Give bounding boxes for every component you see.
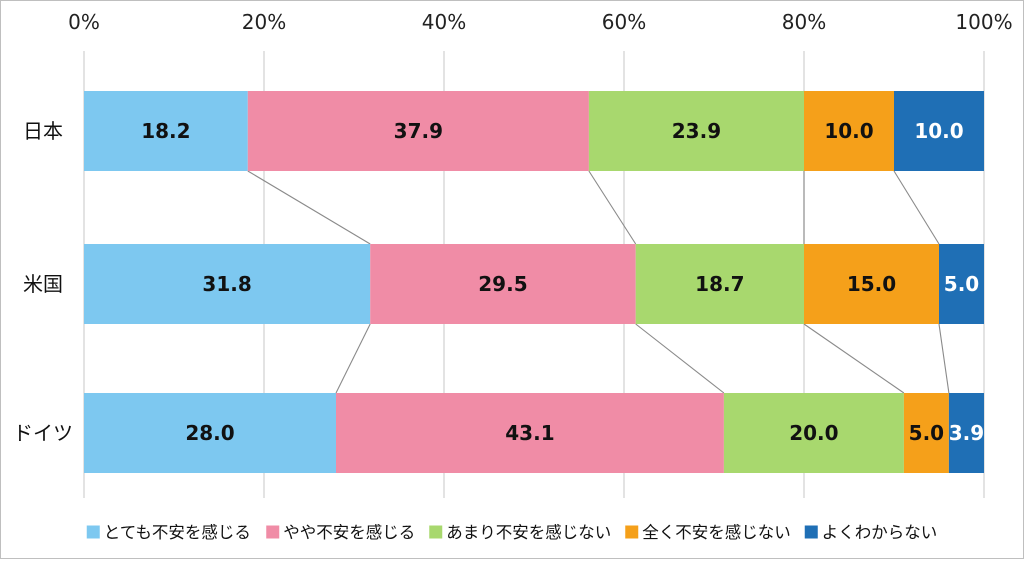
connector-line: [588, 170, 637, 245]
bar-segment: [588, 91, 804, 171]
category-label: ドイツ: [13, 421, 73, 445]
data-label: 23.9: [672, 119, 721, 143]
connector-line: [247, 170, 371, 245]
bar-segment: [247, 91, 589, 171]
bar-segment: [370, 244, 636, 324]
legend-swatch: [86, 525, 100, 539]
x-tick-label: 0%: [68, 10, 100, 34]
x-tick-label: 80%: [782, 10, 826, 34]
x-axis-tick-labels: 0% 20% 40% 60% 80% 100%: [68, 10, 1012, 34]
bar-segment: [894, 91, 984, 171]
bar-segment: [336, 393, 724, 473]
bar-segment: [939, 244, 984, 324]
bar-segment: [84, 393, 336, 473]
data-label: 29.5: [478, 272, 527, 296]
data-label: 5.0: [944, 272, 979, 296]
data-label: 18.7: [695, 272, 744, 296]
connector-line: [635, 323, 725, 394]
x-tick-label: 100%: [955, 10, 1012, 34]
data-label: 18.2: [141, 119, 190, 143]
x-tick-label: 60%: [602, 10, 646, 34]
connector-line: [893, 170, 940, 245]
bar-segment: [723, 393, 904, 473]
data-label: 3.9: [949, 421, 984, 445]
bar-segment: [635, 244, 804, 324]
category-label: 米国: [23, 272, 63, 296]
connector-line: [335, 323, 371, 394]
bar-segment: [804, 244, 939, 324]
data-label: 15.0: [847, 272, 896, 296]
legend-swatch: [266, 525, 280, 539]
connector-line: [938, 323, 950, 394]
x-tick-label: 40%: [422, 10, 466, 34]
data-label: 5.0: [909, 421, 944, 445]
bar-segment: [84, 91, 248, 171]
data-label: 10.0: [824, 119, 873, 143]
data-label: 10.0: [914, 119, 963, 143]
bar-segment: [948, 393, 984, 473]
legend-label: とても不安を感じる: [104, 523, 251, 542]
legend: とても不安を感じる やや不安を感じる あまり不安を感じない 全く不安を感じない よくわか…: [86, 523, 938, 542]
legend-label: やや不安を感じる: [283, 523, 415, 542]
legend-swatch: [804, 525, 818, 539]
legend-swatch: [429, 525, 443, 539]
x-tick-label: 20%: [242, 10, 286, 34]
data-label: 31.8: [202, 272, 251, 296]
legend-swatch: [625, 525, 639, 539]
data-label: 37.9: [394, 119, 443, 143]
bars: 18.2 37.9 23.9 10.0 10.0 31.8 29.5 18.7 15.0 5.0 2…: [84, 91, 984, 473]
bar-segment: [903, 393, 949, 473]
legend-label: 全く不安を感じない: [642, 523, 791, 542]
data-label: 20.0: [789, 421, 838, 445]
legend-label: よくわからない: [822, 523, 938, 542]
category-label: 日本: [23, 119, 63, 143]
data-label: 28.0: [185, 421, 234, 445]
connector-line: [803, 323, 905, 394]
bar-segment: [804, 91, 894, 171]
data-label: 43.1: [505, 421, 554, 445]
legend-label: あまり不安を感じない: [446, 523, 611, 542]
series-connector-lines: [247, 170, 950, 394]
bar-segment: [84, 244, 371, 324]
